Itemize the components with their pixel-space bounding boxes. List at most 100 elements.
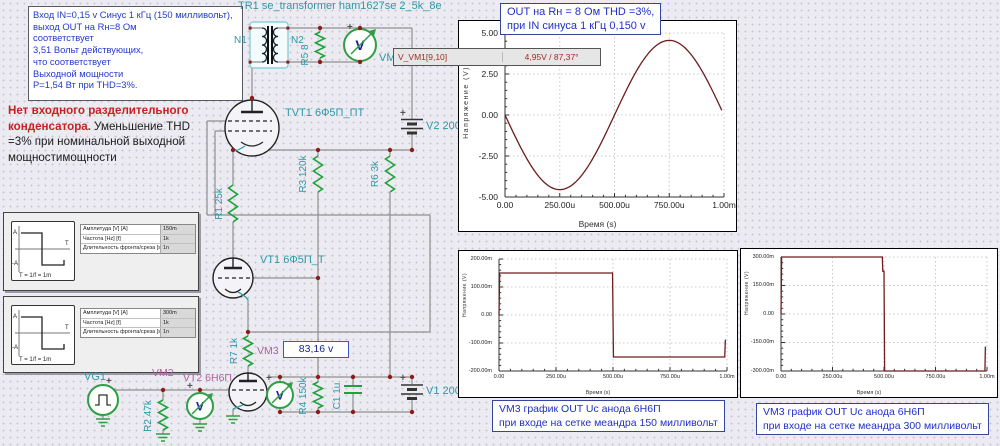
wave-period-mark: T — [65, 241, 69, 247]
v1-label[interactable]: V1 200 — [426, 385, 461, 397]
amplitude-value[interactable]: 150m — [160, 225, 195, 234]
edge-value[interactable]: 1n — [160, 328, 195, 337]
tube-tvt1-pentode[interactable] — [224, 99, 280, 157]
property-row[interactable]: Длительность фронта/среза [s] 1n — [81, 328, 195, 337]
r7-label[interactable]: R7 1k — [229, 337, 240, 364]
r3-label[interactable]: R3 120k — [298, 154, 309, 192]
property-row[interactable]: Частота [Hz] [f] 1k — [81, 318, 195, 328]
component-labels: TR1 se_transformer ham1627se 2_5k_8e N1 … — [84, 0, 461, 432]
x-tick-label: 750.00u — [925, 374, 946, 380]
note-output-power[interactable]: Вход IN=0,15 v Синус 1 кГц (150 милливол… — [28, 6, 243, 101]
ground-symbols[interactable] — [96, 415, 240, 442]
generator-dialog-150mv[interactable]: A -A T T = 1/f = 1m Амплитуда [V] [A] 15… — [3, 212, 199, 291]
y-tick-label: -300.00m — [750, 367, 774, 374]
edge-label: Длительность фронта/среза [s] — [83, 329, 160, 335]
square-wave-icon — [15, 310, 70, 356]
c1-label[interactable]: C1 1u — [332, 383, 343, 410]
amplitude-value[interactable]: 300m — [160, 309, 195, 318]
tube-vt1-triode[interactable] — [212, 257, 254, 301]
junction-dots — [160, 25, 415, 415]
signal-generator-vg1[interactable] — [87, 384, 119, 416]
r6-label[interactable]: R6 3k — [370, 160, 381, 187]
note-no-input-capacitor[interactable]: Нет входного разделительного конденсатор… — [8, 103, 204, 165]
note-line: соответствует — [33, 32, 94, 44]
plus-mark: + — [266, 373, 272, 384]
y-tick-label: 2.50 — [481, 69, 498, 80]
transformer-label[interactable]: TR1 se_transformer ham1627se 2_5k_8e — [238, 0, 442, 12]
vt2-label[interactable]: VT2 6Н6П — [183, 372, 232, 384]
v2-label[interactable]: V2 200 — [426, 120, 461, 132]
transformer-tr1[interactable] — [248, 21, 290, 69]
plot-title-annotation[interactable]: OUT на Rн = 8 Ом THD =3%, при IN синуса … — [500, 3, 662, 35]
vm1-readout[interactable]: V_VM1[9,10] 4,95V / 87,37° — [393, 48, 601, 66]
x-tick-label: 0.00 — [493, 374, 505, 380]
resistor-r6[interactable] — [384, 155, 396, 193]
generator-dialog-300mv[interactable]: A -A T T = 1/f = 1m Амплитуда [V] [A] 30… — [3, 296, 199, 373]
x-tick-label: 750.00u — [660, 374, 680, 380]
caption-line: VM3 график OUT Uс анода 6Н6П — [499, 403, 661, 415]
battery-v2[interactable] — [401, 118, 423, 135]
plus-mark: + — [400, 373, 406, 384]
wave-neg-amplitude-label: -A — [12, 345, 18, 351]
plot-caption-300mv[interactable]: VM3 график OUT Uс анода 6Н6П при входе н… — [756, 403, 989, 435]
y-tick-label: 0.00 — [763, 310, 774, 317]
vg1-label[interactable]: VG1 — [84, 371, 106, 383]
resistor-r3[interactable] — [312, 155, 324, 193]
wave-period-label: T = 1/f = 1m — [19, 273, 52, 279]
frequency-value[interactable]: 1k — [160, 234, 195, 243]
voltmeter-vm2[interactable]: V — [186, 392, 214, 420]
edge-value[interactable]: 1n — [160, 244, 195, 253]
resistor-r2[interactable] — [156, 399, 170, 431]
y-tick-label: 5.00 — [481, 28, 498, 39]
generator-properties: Амплитуда [V] [A] 150m Частота [Hz] [f] … — [80, 224, 196, 254]
property-row[interactable]: Амплитуда [V] [A] 300m — [81, 309, 195, 319]
waveform-preview: A -A T T = 1/f = 1m — [11, 221, 75, 281]
amplitude-label: Амплитуда [V] [A] — [83, 226, 128, 232]
voltmeter-vm3[interactable]: V — [266, 381, 294, 409]
plus-mark: + — [347, 22, 353, 33]
trace-curve — [504, 39, 723, 191]
trace-curve — [780, 256, 987, 372]
r2-label[interactable]: R2 47k — [143, 399, 154, 432]
property-row[interactable]: Частота [Hz] [f] 1k — [81, 234, 195, 244]
y-tick-label: 0.00 — [481, 110, 498, 121]
r1-label[interactable]: R1 25k — [214, 187, 225, 220]
property-row[interactable]: Длительность фронта/среза [s] 1n — [81, 244, 195, 253]
waveform-preview: A -A T T = 1/f = 1m — [11, 305, 75, 365]
edge-label: Длительность фронта/среза [s] — [83, 245, 160, 251]
battery-v1[interactable] — [401, 384, 423, 400]
resistor-r5[interactable] — [313, 31, 327, 59]
resistor-r7[interactable] — [241, 335, 255, 367]
note-red-text: Нет входного разделительного конденсатор… — [8, 104, 189, 133]
capacitor-c1[interactable] — [344, 385, 362, 394]
r5-label[interactable]: R5 8 — [300, 44, 311, 66]
vm1-readout-value: 4,95V / 87,37° — [502, 52, 600, 62]
plot-window-meander-300mv[interactable]: Напряжение (V) Время (s) 300.00m 150.00m 0… — [740, 248, 998, 398]
wave-amplitude-label: A — [13, 230, 18, 236]
vt1-label[interactable]: VT1 6Ф5П_Т — [260, 254, 325, 266]
resistor-r1[interactable] — [227, 184, 239, 223]
vm3-label[interactable]: VM3 — [257, 345, 279, 357]
tube-vt2-triode[interactable] — [228, 372, 268, 412]
wires[interactable] — [102, 27, 431, 434]
plot-window-meander-150mv[interactable]: Напряжение (V) Время (s) 200.00m 100.00m 0… — [458, 250, 738, 398]
x-tick-label: 1.00m — [979, 374, 995, 380]
r4-label[interactable]: R4 150k — [298, 376, 309, 414]
plus-mark: + — [400, 108, 406, 119]
plot-caption-150mv[interactable]: VM3 график OUT Uс анода 6Н6П при входе н… — [492, 400, 725, 432]
x-axis-title: Время (s) — [585, 390, 611, 396]
note-line: Вход IN=0,15 v Синус 1 кГц (150 милливол… — [33, 9, 233, 20]
y-tick-label: -200.00m — [468, 367, 492, 374]
frequency-value[interactable]: 1k — [160, 318, 195, 327]
x-tick-label: 750.00u — [653, 200, 685, 210]
vm2-label[interactable]: VM2 — [152, 367, 174, 379]
title-line: при IN синуса 1 кГц 0,150 v — [507, 20, 646, 32]
tvt1-label[interactable]: TVT1 6Ф5П_ПТ — [285, 107, 364, 119]
voltmeter-vm1[interactable]: V — [343, 28, 377, 62]
vm3-readout[interactable]: 83,16 v — [283, 341, 349, 358]
property-row[interactable]: Амплитуда [V] [A] 150m — [81, 225, 195, 235]
resistors[interactable] — [156, 31, 396, 431]
resistor-r4[interactable] — [311, 381, 325, 409]
caption-line: при входе на сетке меандра 300 милливоль… — [763, 420, 982, 432]
